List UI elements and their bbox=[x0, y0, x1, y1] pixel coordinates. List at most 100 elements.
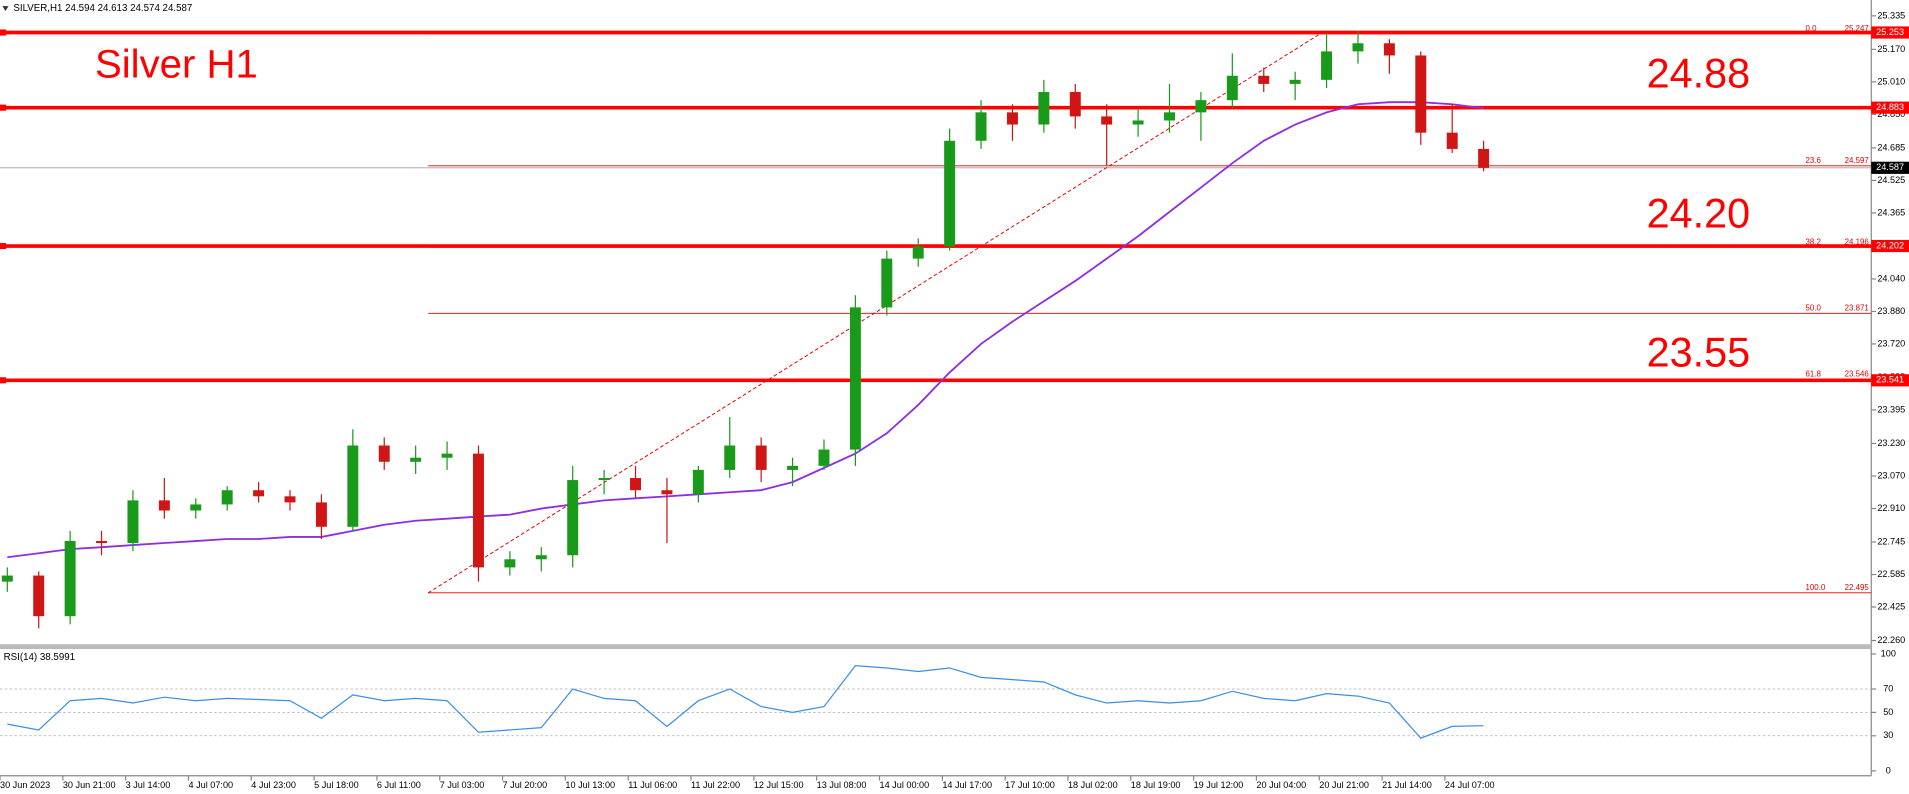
x-tick-label: 19 Jul 12:00 bbox=[1194, 780, 1244, 790]
x-tick-label: 3 Jul 14:00 bbox=[126, 780, 171, 790]
level-anchor bbox=[0, 104, 7, 111]
candle-body bbox=[912, 246, 924, 259]
candle-body bbox=[630, 478, 642, 491]
candle-body bbox=[1164, 112, 1175, 121]
x-tick-label: 5 Jul 18:00 bbox=[314, 780, 359, 790]
level-price-tag bbox=[1871, 101, 1909, 114]
annotation: 23.55 bbox=[1647, 330, 1751, 376]
level-price-tag bbox=[1871, 374, 1909, 387]
x-tick-label: 13 Jul 08:00 bbox=[817, 780, 867, 790]
candle-body bbox=[535, 555, 547, 560]
candle-body bbox=[692, 469, 704, 495]
candle-body bbox=[598, 478, 610, 481]
fib-level-label: 38.2 bbox=[1806, 237, 1821, 246]
candle-body bbox=[1101, 116, 1113, 125]
moving-average bbox=[7, 101, 1484, 559]
rsi-line bbox=[7, 665, 1484, 739]
candle-body bbox=[1415, 55, 1427, 133]
x-tick-label: 14 Jul 17:00 bbox=[942, 780, 992, 790]
y-tick-label: 22.910 bbox=[1877, 503, 1905, 513]
y-tick-label: 23.395 bbox=[1877, 404, 1905, 414]
y-tick-label: 23.070 bbox=[1877, 470, 1905, 480]
y-tick-label: 30 bbox=[1883, 730, 1893, 740]
y-tick-label: 24.525 bbox=[1877, 175, 1905, 185]
level-price-label: 25.253 bbox=[1876, 27, 1904, 37]
fib-price-label: 25.247 bbox=[1845, 24, 1869, 33]
y-tick-label: 22.745 bbox=[1877, 536, 1905, 546]
candle-body bbox=[96, 541, 108, 544]
level-price-tag bbox=[1871, 239, 1909, 253]
candle-body bbox=[787, 465, 799, 470]
fib-level-label: 0.0 bbox=[1806, 24, 1818, 33]
candle-body bbox=[504, 559, 516, 568]
x-tick-label: 24 Jul 07:00 bbox=[1445, 780, 1495, 790]
candle-body bbox=[1321, 51, 1333, 80]
candle-body bbox=[378, 445, 390, 462]
candle-body bbox=[1446, 132, 1458, 149]
fib-price-label: 23.546 bbox=[1845, 370, 1870, 379]
annotation: Silver H1 bbox=[95, 42, 258, 87]
candle-body bbox=[347, 445, 359, 527]
candle-body bbox=[1383, 43, 1395, 56]
candle-body bbox=[1478, 148, 1490, 168]
x-tick-label: 18 Jul 19:00 bbox=[1131, 780, 1181, 790]
x-tick-label: 7 Jul 03:00 bbox=[440, 780, 485, 790]
candle-body bbox=[1352, 43, 1364, 52]
x-tick-label: 7 Jul 20:00 bbox=[503, 780, 548, 790]
fib-price-label: 24.196 bbox=[1845, 237, 1870, 246]
x-tick-label: 4 Jul 07:00 bbox=[188, 780, 233, 790]
candle-body bbox=[1226, 75, 1238, 101]
candle-body bbox=[315, 502, 327, 527]
x-tick-label: 20 Jul 04:00 bbox=[1256, 780, 1306, 790]
fib-level-label: 50.0 bbox=[1806, 303, 1822, 312]
x-tick-label: 10 Jul 13:00 bbox=[565, 780, 615, 790]
menu-arrow[interactable] bbox=[2, 6, 9, 11]
candle-body bbox=[127, 500, 139, 544]
y-tick-label: 23.720 bbox=[1877, 338, 1905, 348]
candle-body bbox=[158, 500, 170, 511]
x-tick-label: 21 Jul 14:00 bbox=[1382, 780, 1432, 790]
fib-level-label: 100.0 bbox=[1806, 583, 1826, 592]
x-tick-label: 30 Jun 2023 bbox=[0, 780, 50, 790]
candle-body bbox=[755, 445, 767, 470]
x-tick-label: 30 Jun 21:00 bbox=[63, 780, 116, 790]
y-tick-label: 22.585 bbox=[1877, 569, 1905, 579]
x-tick-label: 11 Jul 06:00 bbox=[628, 780, 677, 790]
candle-body bbox=[1006, 112, 1018, 125]
candle-body bbox=[284, 496, 296, 503]
y-tick-label: 70 bbox=[1883, 683, 1893, 693]
candle-body bbox=[410, 457, 422, 462]
annotation: 24.20 bbox=[1647, 191, 1751, 237]
rsi-title: RSI(14) 38.5991 bbox=[4, 652, 75, 663]
candle-body bbox=[1132, 120, 1144, 125]
current-price-tag bbox=[1871, 161, 1909, 174]
y-tick-label: 24.365 bbox=[1877, 207, 1905, 217]
candle-body bbox=[944, 140, 956, 247]
candle-body bbox=[472, 453, 484, 568]
candle-body bbox=[849, 307, 861, 450]
level-price-label: 24.202 bbox=[1876, 240, 1904, 250]
x-tick-label: 11 Jul 22:00 bbox=[691, 780, 740, 790]
y-tick-label: 23.230 bbox=[1877, 438, 1905, 448]
candle-body bbox=[818, 449, 830, 466]
fib-price-label: 23.871 bbox=[1845, 303, 1870, 312]
level-price-label: 24.883 bbox=[1876, 102, 1904, 112]
candle-body bbox=[441, 453, 453, 458]
x-tick-label: 14 Jul 00:00 bbox=[880, 780, 930, 790]
candle-body bbox=[1, 575, 13, 582]
x-tick-label: 18 Jul 02:00 bbox=[1068, 780, 1118, 790]
y-tick-label: 24.040 bbox=[1877, 273, 1905, 283]
annotation: 24.88 bbox=[1647, 51, 1751, 97]
y-tick-label: 22.260 bbox=[1877, 635, 1905, 645]
x-tick-label: 6 Jul 11:00 bbox=[377, 780, 421, 790]
x-tick-label: 20 Jul 21:00 bbox=[1319, 780, 1369, 790]
y-tick-label: 0 bbox=[1886, 765, 1891, 775]
y-tick-label: 23.880 bbox=[1877, 306, 1905, 316]
fib-level-label: 23.6 bbox=[1806, 156, 1822, 165]
level-price-tag bbox=[1871, 26, 1909, 39]
fib-price-label: 24.597 bbox=[1845, 156, 1869, 165]
y-tick-label: 24.850 bbox=[1877, 109, 1905, 119]
x-tick-label: 17 Jul 10:00 bbox=[1005, 780, 1055, 790]
